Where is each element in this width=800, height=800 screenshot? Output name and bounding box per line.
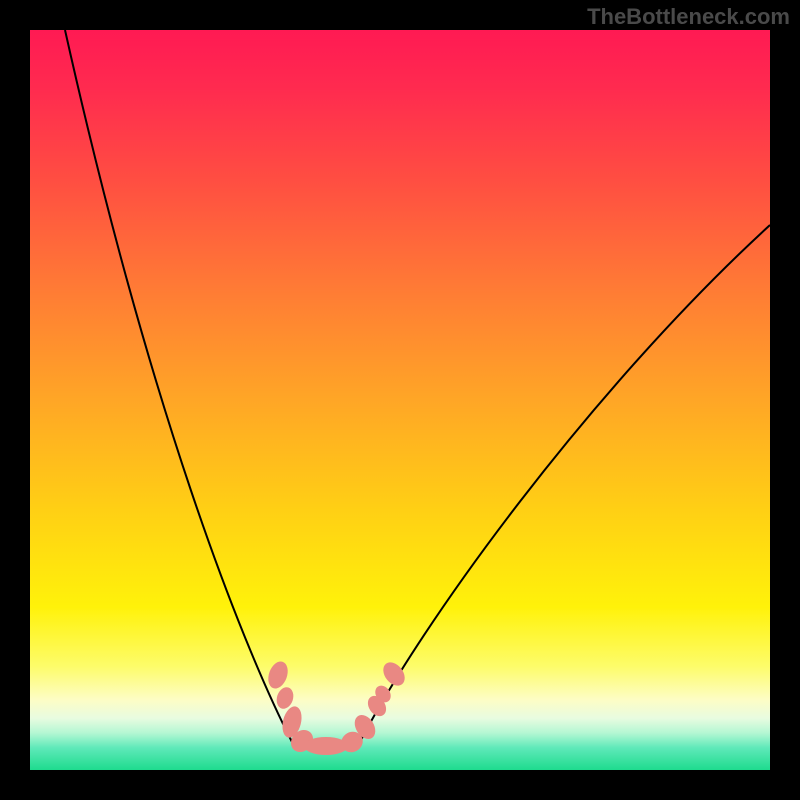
- watermark-text: TheBottleneck.com: [587, 4, 790, 30]
- plot-svg: [30, 30, 770, 770]
- gradient-background: [30, 30, 770, 770]
- data-marker: [304, 737, 348, 755]
- chart-container: TheBottleneck.com: [0, 0, 800, 800]
- plot-area: [30, 30, 770, 770]
